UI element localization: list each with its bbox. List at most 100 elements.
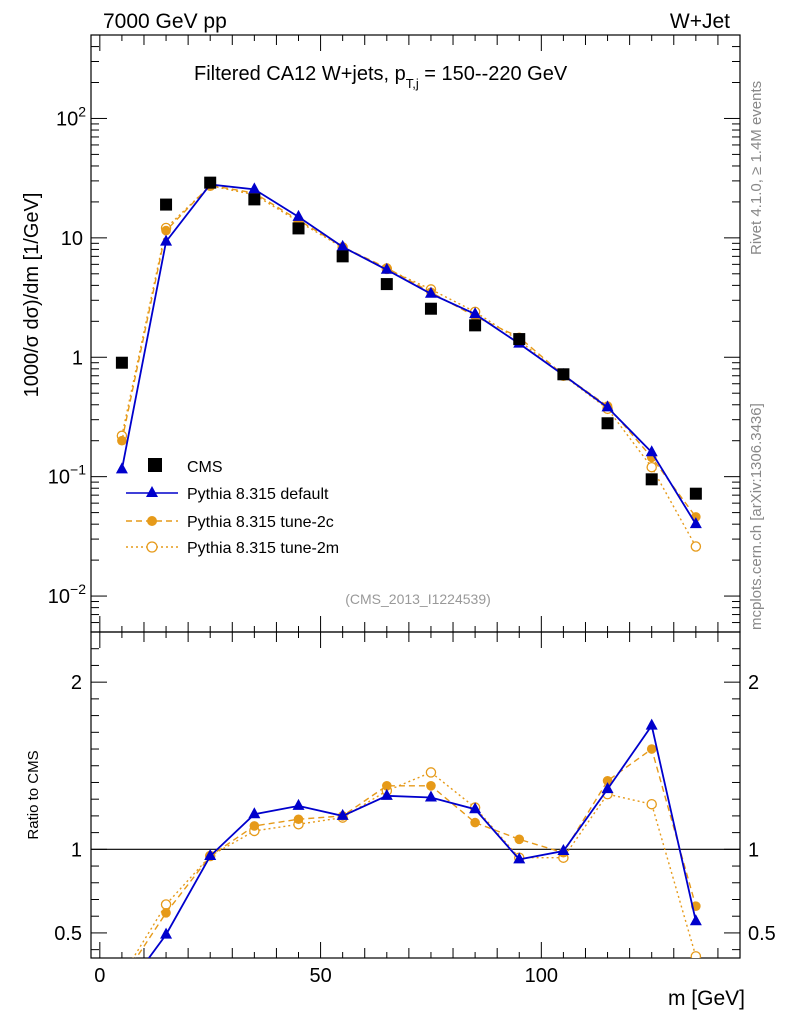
ratio-point <box>424 790 437 802</box>
legend-marker-tune2c <box>147 516 157 526</box>
data-point <box>690 541 702 552</box>
x-tick-label: 50 <box>309 965 331 987</box>
ratio-point <box>645 718 658 730</box>
ratio-point <box>117 975 127 985</box>
data-point <box>161 225 171 236</box>
y-tick-label: 1 <box>72 347 83 369</box>
data-point <box>645 445 658 457</box>
ratio-y-tick-label-right: 0.5 <box>748 923 776 945</box>
ratio-y-tick-label: 0.5 <box>54 923 82 945</box>
data-point <box>380 262 393 274</box>
x-tick-label: 0 <box>94 965 105 987</box>
x-axis-label: m [GeV] <box>668 987 745 1010</box>
ratio-point <box>646 744 657 754</box>
ratio-point <box>160 899 172 910</box>
cms-data-point <box>645 473 658 486</box>
ratio-point <box>426 781 436 791</box>
data-point <box>469 307 482 319</box>
legend-marker-default <box>146 486 158 497</box>
y-tick-label: 10 <box>61 228 83 250</box>
ratio-line-pythia-8.315-tune-2m <box>132 771 697 958</box>
ratio-point <box>469 802 482 814</box>
series-line-pythia-8.315-tune-2m <box>121 185 697 547</box>
legend-label-cms: CMS <box>187 459 223 476</box>
cms-data-point <box>248 193 261 206</box>
legend-marker-cms <box>148 458 162 472</box>
cms-data-point <box>469 319 482 332</box>
x-tick-label: 100 <box>525 965 558 987</box>
data-point <box>424 286 437 298</box>
ratio-line-pythia-8.315-default <box>147 723 697 958</box>
cms-data-point <box>336 250 349 263</box>
legend-marker-tune2m <box>146 541 158 553</box>
y-tick-label: 102 <box>56 103 86 130</box>
ratio-point <box>248 807 261 819</box>
data-point <box>292 209 305 221</box>
ratio-point <box>601 782 614 794</box>
ratio-point <box>514 834 525 845</box>
cms-data-point <box>557 368 570 381</box>
data-point <box>646 461 657 473</box>
ratio-point <box>382 781 392 791</box>
cms-data-point <box>160 198 173 211</box>
ratio-point <box>160 927 173 939</box>
cms-data-point <box>204 176 217 189</box>
ratio-point <box>204 849 217 861</box>
cms-data-point <box>513 333 526 346</box>
ratio-panel-frame <box>90 631 741 959</box>
side-text-rivet: Rivet 4.1.0, ≥ 1.4M events <box>748 81 765 255</box>
side-text-mcplots: mcplots.cern.ch [arXiv:1306.3436] <box>748 403 765 630</box>
cms-data-point <box>424 302 437 315</box>
data-point <box>689 517 702 529</box>
cms-data-point <box>115 356 128 369</box>
analysis-tag: (CMS_2013_I1224539) <box>345 591 491 607</box>
ratio-y-tick-label: 1 <box>71 839 82 861</box>
legend-label-default: Pythia 8.315 default <box>187 486 329 503</box>
ratio-point <box>292 798 305 810</box>
data-point <box>117 435 127 446</box>
y-tick-label: 10−2 <box>48 581 86 608</box>
data-point <box>601 400 614 412</box>
main-series-group <box>115 176 702 552</box>
ratio-line-pythia-8.315-tune-2c <box>135 747 697 958</box>
ratio-point <box>293 814 304 825</box>
ratio-point <box>425 767 437 778</box>
ratio-point <box>646 798 657 810</box>
ratio-point <box>602 775 613 786</box>
main-ylabel: 1000/σ dσ)/dm [1/GeV] <box>21 193 43 398</box>
ratio-y-tick-label: 2 <box>71 672 82 694</box>
legend: CMS Pythia 8.315 default Pythia 8.315 tu… <box>126 458 339 557</box>
legend-label-tune2m: Pythia 8.315 tune-2m <box>187 540 339 557</box>
ratio-point <box>116 988 128 999</box>
ratio-y-tick-label-right: 1 <box>748 839 759 861</box>
series-line-pythia-8.315-default <box>121 183 697 525</box>
data-point <box>248 182 261 194</box>
data-point <box>336 239 349 251</box>
data-point <box>160 234 173 246</box>
ratio-series-group <box>116 718 702 999</box>
ratio-ylabel: Ratio to CMS <box>25 750 42 839</box>
ratio-point <box>117 972 126 981</box>
main-title: Filtered CA12 W+jets, pT,j = 150--220 Ge… <box>194 63 568 91</box>
header-left: 7000 GeV pp <box>103 10 227 33</box>
ratio-point <box>470 817 480 828</box>
cms-data-point <box>292 222 305 235</box>
header-right: W+Jet <box>670 10 730 33</box>
data-point <box>115 462 128 474</box>
ratio-point <box>249 821 260 831</box>
ratio-point <box>689 914 702 926</box>
ratio-point <box>513 852 526 864</box>
series-line-pythia-8.315-tune-2c <box>121 184 697 518</box>
chart-marks <box>115 176 702 999</box>
ratio-point <box>380 788 393 800</box>
ratio-point <box>557 844 570 856</box>
ratio-point <box>690 951 702 958</box>
axes: 10−2 10−1 1 10 102 0 50 100 0.5 0.5 1 1 2 2 <box>48 34 776 987</box>
cms-data-point <box>601 417 614 430</box>
ratio-point <box>161 908 171 918</box>
ratio-y-tick-label-right: 2 <box>748 672 759 694</box>
y-tick-label: 10−1 <box>48 462 86 489</box>
cms-data-point <box>380 278 393 291</box>
ratio-point <box>336 808 349 820</box>
